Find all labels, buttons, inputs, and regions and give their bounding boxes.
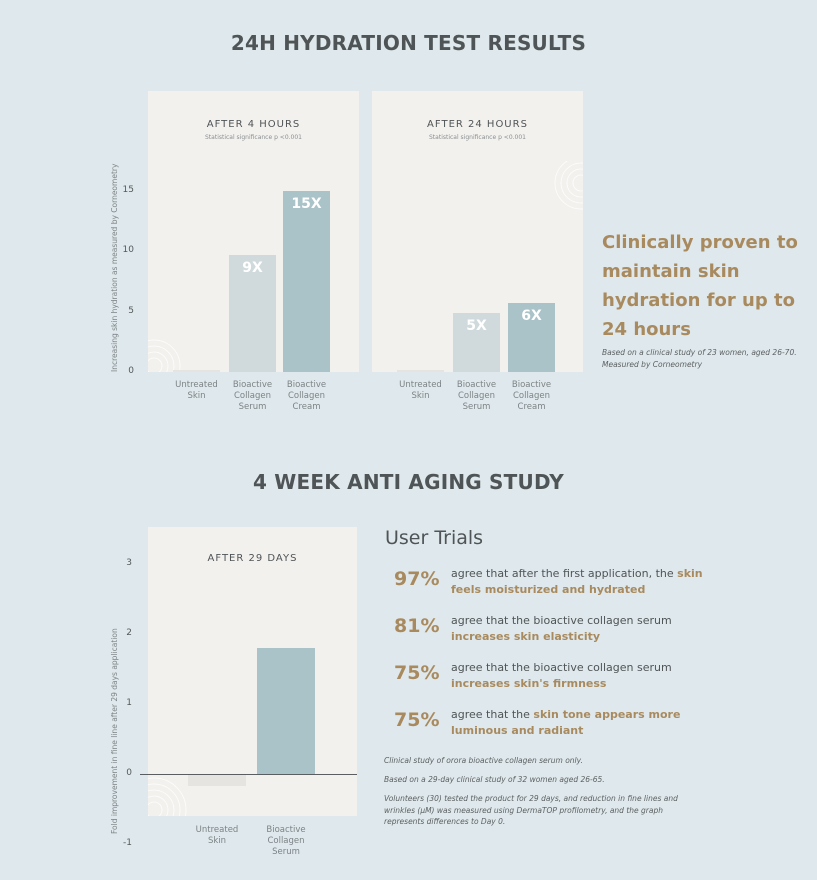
chart1-data-label: 15X	[291, 196, 322, 212]
chart3-tick-label: 3	[126, 558, 132, 568]
trial-percentage: 97%	[394, 568, 440, 590]
study-note: Based on a 29-day clinical study of 32 w…	[384, 775, 605, 784]
trial-statement-highlight: increases skin elasticity	[451, 629, 601, 643]
trial-percentage: 75%	[394, 709, 440, 731]
chart2-card: AFTER 24 HOURS Statistical significance …	[372, 91, 583, 372]
chart3-category-label: Untreated Skin	[195, 825, 239, 846]
trial-statement: agree that after the first application, …	[451, 566, 716, 597]
chart2-category-label: Bioactive Collagen Cream	[511, 380, 552, 412]
chart1-bar: 15X	[283, 191, 330, 372]
chart2-data-label: 6X	[521, 308, 542, 325]
chart1-card: AFTER 4 HOURS Statistical significance p…	[148, 91, 359, 372]
chart1-tick-label: 10	[122, 245, 134, 256]
chart2-title: AFTER 24 HOURS	[427, 119, 528, 130]
chart1-subtitle: Statistical significance p <0.001	[205, 134, 302, 141]
trial-statement-text: agree that the	[451, 708, 534, 721]
chart3-category-label: Bioactive Collagen Serum	[266, 825, 306, 857]
chart3-title: AFTER 29 DAYS	[207, 553, 298, 564]
trial-statement: agree that the skin tone appears more lu…	[451, 707, 716, 738]
hydration-claim: Clinically proven to maintain skin hydra…	[602, 232, 798, 340]
chart2-category-label: Bioactive Collagen Serum	[456, 380, 497, 412]
chart2-data-label: 5X	[466, 317, 487, 334]
trial-statement-text: agree that after the first application, …	[451, 567, 678, 580]
trial-statement-highlight: skin feels moisturized and hydrated	[451, 567, 703, 596]
user-trial-item: 75% agree that the skin tone appears more…	[394, 707, 714, 741]
user-trial-item: 97% agree that after the first applicatio…	[394, 566, 714, 600]
chart3-zero-line	[140, 774, 357, 775]
trial-statement: agree that the bioactive collagen serum …	[451, 613, 716, 644]
study-note: Clinical study of orora bioactive collag…	[384, 756, 583, 765]
chart1-category-label: Bioactive Collagen Serum	[232, 380, 273, 412]
chart1-tick-label: 15	[122, 185, 134, 195]
trial-percentage: 81%	[394, 615, 440, 637]
chart2-subtitle: Statistical significance p <0.001	[429, 134, 526, 141]
decorative-swirl-icon	[148, 777, 187, 816]
chart2-bar: 5X	[453, 312, 500, 372]
chart1-tick-label: 0	[128, 366, 134, 376]
decorative-swirl-icon	[554, 161, 583, 210]
user-trials-title: User Trials	[385, 527, 484, 549]
chart1-category-label: Untreated Skin	[175, 380, 218, 401]
chart3-tick-label: 0	[126, 768, 132, 778]
trial-statement-highlight: skin tone appears more luminous and radi…	[451, 708, 681, 737]
chart1-title: AFTER 4 HOURS	[206, 119, 301, 130]
user-trial-item: 75% agree that the bioactive collagen ser…	[394, 660, 714, 694]
trial-statement: agree that the bioactive collagen serum …	[451, 660, 716, 691]
chart1-bar: 9X	[229, 254, 276, 372]
chart3-card: AFTER 29 DAYS	[148, 527, 357, 816]
anti-aging-section-title: 4 WEEK ANTI AGING STUDY	[253, 470, 564, 494]
trial-statement-text: agree that the bioactive collagen serum	[451, 661, 672, 674]
chart3-y-axis-label: Fold improvement in fine line after 29 d…	[110, 628, 119, 834]
trial-statement-highlight: increases skin's firmness	[451, 676, 607, 690]
hydration-claim-note: Based on a clinical study of 23 women, a…	[602, 348, 797, 369]
chart3-bar	[188, 774, 246, 786]
chart1-tick-label: 5	[128, 305, 134, 316]
chart3-bar	[257, 648, 315, 774]
trial-statement-text: agree that the bioactive collagen serum	[451, 614, 672, 627]
chart3-tick-label: -1	[123, 838, 132, 848]
chart1-bar	[173, 369, 220, 372]
chart2-category-label: Untreated Skin	[399, 380, 442, 401]
hydration-section-title: 24H HYDRATION TEST RESULTS	[230, 31, 587, 55]
user-trial-item: 81% agree that the bioactive collagen ser…	[394, 613, 714, 647]
decorative-swirl-icon	[148, 339, 181, 372]
chart2-bar: 6X	[508, 303, 555, 372]
chart1-data-label: 9X	[242, 259, 263, 276]
trial-percentage: 75%	[394, 662, 440, 684]
chart3-tick-label: 1	[126, 698, 132, 708]
study-note: Volunteers (30) tested the product for 2…	[384, 794, 678, 826]
chart3-tick-label: 2	[126, 628, 132, 638]
chart1-category-label: Bioactive Collagen Cream	[286, 380, 327, 412]
chart2-bar	[397, 369, 444, 372]
